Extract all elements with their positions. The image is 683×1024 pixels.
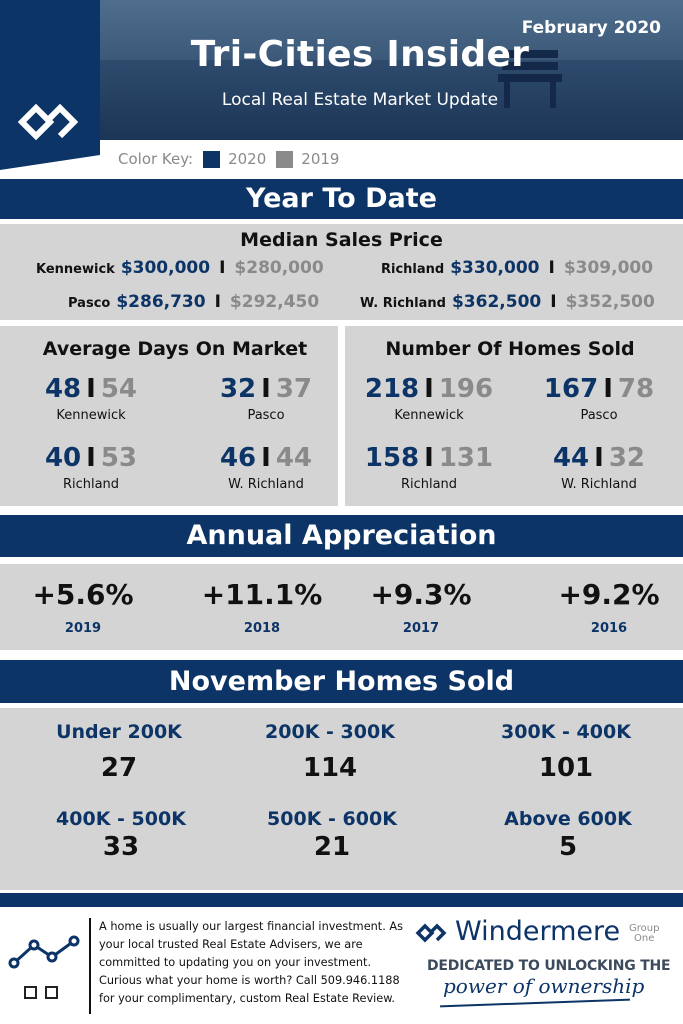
appreciation-2017: +9.3% 2017 xyxy=(370,578,472,636)
windermere-mark-icon xyxy=(415,923,447,943)
windermere-logo-icon xyxy=(17,103,79,141)
page-title: Tri-Cities Insider xyxy=(190,34,530,75)
equal-housing-icon xyxy=(24,986,37,999)
equal-housing-icons xyxy=(24,986,58,999)
sold-w-richland: 44 I 32 W. Richland xyxy=(552,443,646,492)
november-500k-600k: 500K - 600K 21 xyxy=(267,808,397,862)
page-subtitle: Local Real Estate Market Update xyxy=(221,90,499,110)
dom-richland: 40 I 53 Richland xyxy=(44,443,138,492)
report-date: February 2020 xyxy=(521,18,661,38)
sold-pasco: 167 I 78 Pasco xyxy=(543,374,655,423)
appreciation-2019: +5.6% 2019 xyxy=(32,578,134,636)
median-price-title: Median Sales Price xyxy=(240,229,443,251)
november-300k-400k: 300K - 400K 101 xyxy=(501,721,631,783)
section-annual-appreciation: Annual Appreciation xyxy=(0,515,683,557)
november-above-600k: Above 600K 5 xyxy=(504,808,632,862)
brand-tagline-script: power of ownership xyxy=(443,974,645,998)
median-row-kennewick: Kennewick $300,000 I $280,000 xyxy=(36,258,324,278)
footer-message: A home is usually our largest financial … xyxy=(99,920,404,1005)
appreciation-2016: +9.2% 2016 xyxy=(558,578,660,636)
footer-divider-bar xyxy=(0,893,683,907)
dom-w-richland: 46 I 44 W. Richland xyxy=(219,443,313,492)
median-row-pasco: Pasco $286,730 I $292,450 xyxy=(68,292,320,312)
color-key-label: Color Key: xyxy=(118,150,194,168)
median-row-richland: Richland $330,000 I $309,000 xyxy=(381,258,654,278)
median-price-panel xyxy=(0,224,683,320)
color-key-2019: 2019 xyxy=(301,150,340,168)
sold-richland: 158 I 131 Richland xyxy=(364,443,494,492)
realtor-icon xyxy=(45,986,58,999)
footer-vertical-divider xyxy=(89,918,91,1014)
header-banner: February 2020 Tri-Cities Insider Local R… xyxy=(0,0,683,140)
swatch-2019 xyxy=(276,150,294,168)
homes-sold-panel xyxy=(345,326,683,506)
homes-sold-title: Number Of Homes Sold xyxy=(385,338,635,360)
november-200k-300k: 200K - 300K 114 xyxy=(265,721,395,783)
swatch-2020 xyxy=(203,150,221,168)
days-on-market-title: Average Days On Market xyxy=(42,338,308,360)
median-row-w-richland: W. Richland $362,500 I $352,500 xyxy=(360,292,655,312)
tagline-underline xyxy=(440,998,630,1008)
windermere-brand: Windermere Group One DEDICATED TO UNLOCK… xyxy=(415,916,675,1016)
brand-name: Windermere xyxy=(455,916,621,947)
brand-tagline: DEDICATED TO UNLOCKING THE xyxy=(427,958,671,974)
appreciation-2018: +11.1% 2018 xyxy=(201,578,323,636)
brand-group: Group One xyxy=(629,923,660,944)
november-panel xyxy=(0,708,683,890)
header-sky xyxy=(0,0,683,60)
color-key-2020: 2020 xyxy=(228,150,267,168)
header-water xyxy=(0,60,683,140)
sold-kennewick: 218 I 196 Kennewick xyxy=(364,374,494,423)
bench-silhouette xyxy=(496,40,564,110)
section-november-homes-sold: November Homes Sold xyxy=(0,660,683,703)
days-on-market-panel xyxy=(0,326,338,506)
dom-pasco: 32 I 37 Pasco xyxy=(219,374,313,423)
dom-kennewick: 48 I 54 Kennewick xyxy=(44,374,138,423)
appreciation-panel xyxy=(0,564,683,650)
november-400k-500k: 400K - 500K 33 xyxy=(56,808,186,862)
logo-tab xyxy=(0,0,100,170)
november-under-200k: Under 200K 27 xyxy=(56,721,182,783)
section-year-to-date: Year To Date xyxy=(0,179,683,219)
color-key: Color Key: 2020 2019 xyxy=(118,148,339,170)
trend-line-icon xyxy=(8,935,80,969)
